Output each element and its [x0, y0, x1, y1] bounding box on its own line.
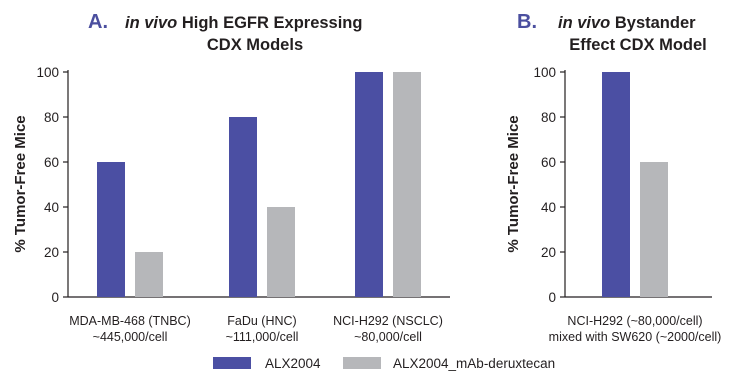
legend-swatch-alx2004-mab-deruxtecan [343, 357, 381, 369]
panel-a-bar-alx2004-mab-deruxtecan [267, 207, 295, 297]
panel-a-category-label: MDA-MB-468 (TNBC) [69, 314, 191, 328]
panel-b-y-tick-label: 20 [541, 245, 556, 260]
panel-b-title-line2: Effect CDX Model [569, 36, 707, 54]
panel-b-y-tick-label: 80 [541, 110, 556, 125]
panel-a-y-tick-label: 0 [51, 290, 59, 305]
panel-b-chart: 0 20 40 60 80 100 NCI-H292 (~80,000/cell) mixed… [533, 65, 721, 344]
panel-a-chart: 0 20 40 60 80 100 MDA-MB-468 (TNBC) ~445,000/ce… [36, 65, 450, 344]
panel-a-y-tick-label: 20 [44, 245, 59, 260]
panel-b-y-tick-label: 60 [541, 155, 556, 170]
panel-a-title: A. in vivo High EGFR Expressing CDX Mode… [88, 11, 362, 54]
legend-label-alx2004: ALX2004 [265, 356, 321, 371]
panel-b-title-line1: in vivo Bystander [558, 14, 696, 32]
legend: ALX2004 ALX2004_mAb-deruxtecan [213, 356, 555, 371]
panel-b-letter: B. [517, 11, 537, 33]
legend-swatch-alx2004 [213, 357, 251, 369]
panel-a-letter: A. [88, 11, 108, 33]
panel-a-title-line1: in vivo High EGFR Expressing [125, 14, 362, 32]
panel-a-y-tick-label: 100 [36, 65, 59, 80]
panel-a-category-sublabel: ~80,000/cell [354, 330, 422, 344]
panel-b-y-tick-label: 40 [541, 200, 556, 215]
panel-b-title-rest: Bystander [610, 14, 696, 32]
panel-a-bar-alx2004 [97, 162, 125, 297]
panel-a-y-tick-label: 40 [44, 200, 59, 215]
panel-a-category-sublabel: ~445,000/cell [93, 330, 168, 344]
panel-a-title-italic: in vivo [125, 14, 177, 32]
panel-b-category-sublabel: mixed with SW620 (~2000/cell) [549, 330, 722, 344]
panel-b-title: B. in vivo Bystander Effect CDX Model [517, 11, 707, 54]
panel-a-y-axis-label: % Tumor-Free Mice [12, 115, 29, 252]
panel-a-y-tick-label: 80 [44, 110, 59, 125]
panel-a-bar-alx2004 [355, 72, 383, 297]
panel-a-title-rest: High EGFR Expressing [177, 14, 362, 32]
panel-a-bar-alx2004 [229, 117, 257, 297]
panel-a-bar-alx2004-mab-deruxtecan [393, 72, 421, 297]
panel-b-y-tick-label: 0 [548, 290, 556, 305]
panel-b-y-axis-label: % Tumor-Free Mice [505, 115, 522, 252]
panel-a-y-tick-label: 60 [44, 155, 59, 170]
panel-b-category-label: NCI-H292 (~80,000/cell) [567, 314, 702, 328]
panel-a-category-label: FaDu (HNC) [227, 314, 296, 328]
panel-a-category-sublabel: ~111,000/cell [226, 330, 299, 344]
panel-b-bar-alx2004-mab-deruxtecan [640, 162, 668, 297]
panel-b-y-tick-label: 100 [533, 65, 556, 80]
panel-a-title-line2: CDX Models [207, 36, 303, 54]
panel-a-bar-alx2004-mab-deruxtecan [135, 252, 163, 297]
panel-a-category-label: NCI-H292 (NSCLC) [333, 314, 443, 328]
panel-b-bar-alx2004 [602, 72, 630, 297]
legend-label-alx2004-mab-deruxtecan: ALX2004_mAb-deruxtecan [393, 356, 555, 371]
panel-b-title-italic: in vivo [558, 14, 610, 32]
